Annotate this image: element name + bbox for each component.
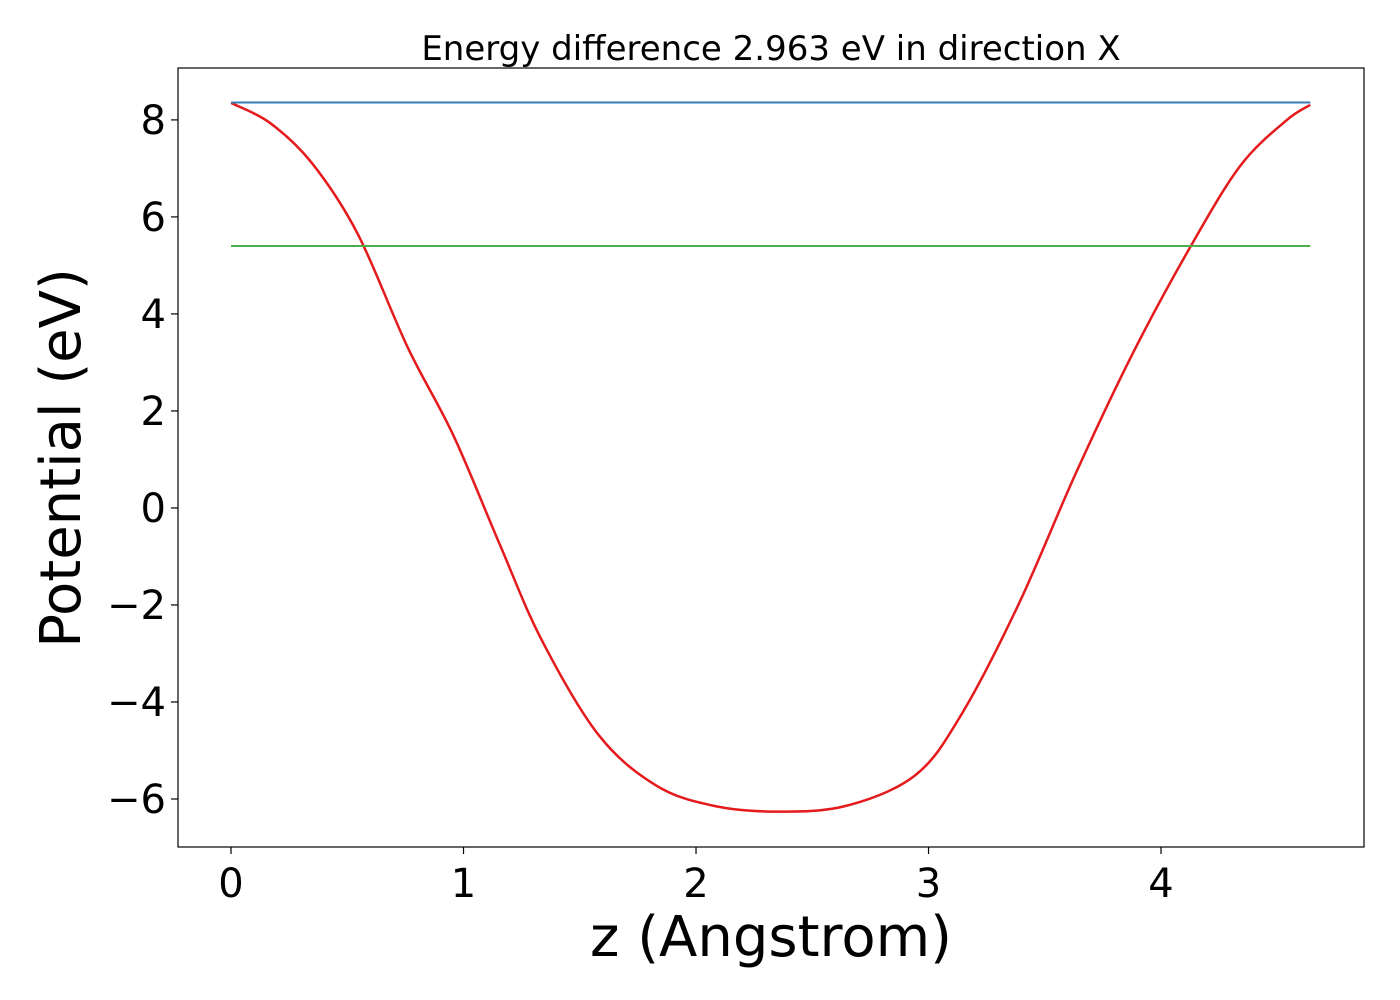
plot-frame xyxy=(177,67,1365,848)
y-tick-label: 4 xyxy=(141,292,166,338)
series-line-0 xyxy=(230,101,1311,813)
y-tick-label: −2 xyxy=(107,583,166,629)
y-tick-label: −4 xyxy=(107,680,166,726)
x-tick-label: 1 xyxy=(451,861,476,907)
y-tick-label: −6 xyxy=(107,777,166,823)
y-axis-label: Potential (eV) xyxy=(29,268,94,648)
y-tick-label: 6 xyxy=(141,195,166,241)
chart-title: Energy difference 2.963 eV in direction … xyxy=(421,29,1120,69)
y-axis: −6 −4 −2 0 2 4 6 8 xyxy=(107,98,178,823)
x-tick-label: 3 xyxy=(916,861,941,907)
x-axis-label: z (Angstrom) xyxy=(590,905,952,970)
y-tick-label: 0 xyxy=(141,486,166,532)
x-tick-label: 4 xyxy=(1148,861,1173,907)
x-tick-label: 2 xyxy=(683,861,708,907)
y-tick-label: 2 xyxy=(141,389,166,435)
x-axis: 0 1 2 3 4 xyxy=(218,847,1174,907)
y-tick-label: 8 xyxy=(141,98,166,144)
x-tick-label: 0 xyxy=(218,861,243,907)
series-layer xyxy=(230,101,1311,813)
